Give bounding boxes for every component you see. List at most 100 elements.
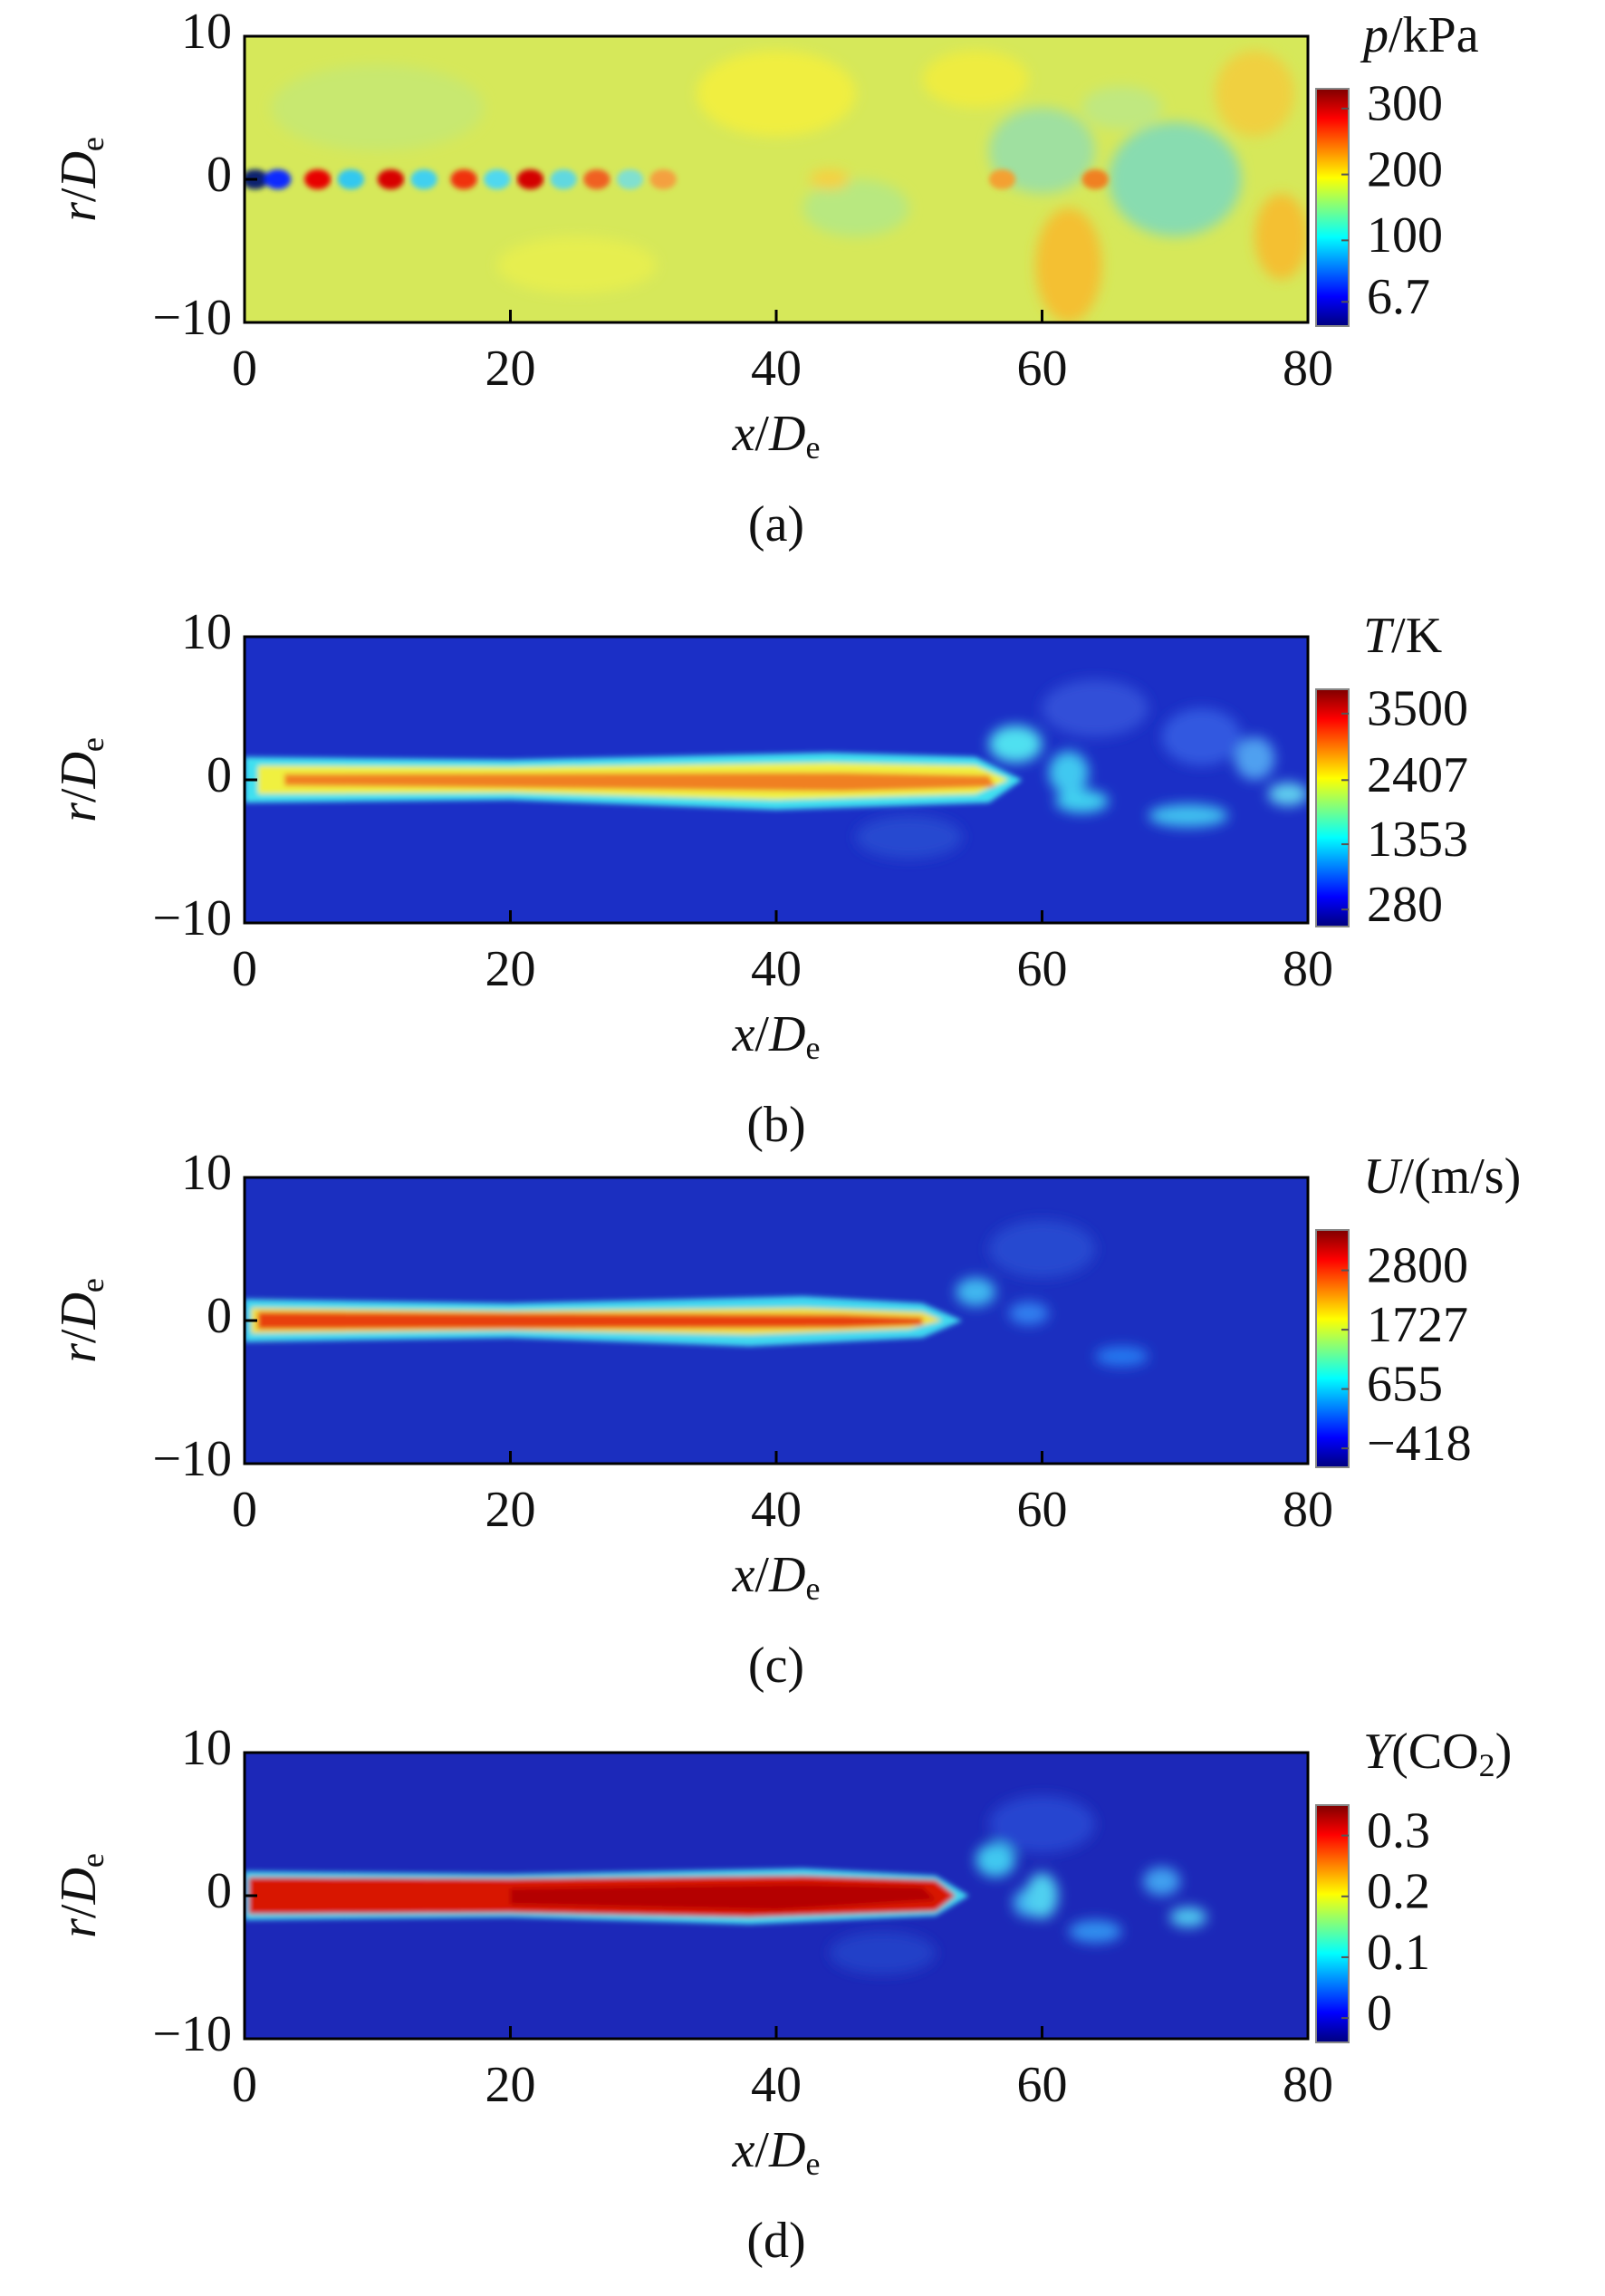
field-blob: [1081, 86, 1162, 130]
colorbar-tick-label: 2800: [1367, 1237, 1468, 1293]
label-part: e: [805, 1571, 820, 1607]
field-blob: [696, 50, 857, 137]
field-blob: [1068, 1919, 1122, 1944]
label-part: D: [51, 1292, 107, 1330]
label-part: r: [51, 1343, 107, 1363]
jet-cell: [616, 168, 644, 190]
label-part: D: [768, 1006, 805, 1062]
x-tick-label: 20: [485, 1482, 536, 1538]
jet-cell: [337, 168, 365, 190]
colorbar-tick-label: 200: [1367, 141, 1443, 197]
jet-layer: [284, 773, 996, 792]
x-axis-title: x/De: [732, 1006, 821, 1066]
x-axis-title: x/De: [732, 406, 821, 466]
x-tick-label: 0: [232, 2057, 257, 2113]
x-tick-label: 60: [1017, 2057, 1068, 2113]
colorbar-tick-label: 3500: [1367, 681, 1468, 737]
label-part: U: [1363, 1148, 1403, 1205]
colorbar-tick-label: 0.1: [1367, 1925, 1430, 1981]
y-tick-label: 0: [207, 747, 232, 803]
jet-cell: [304, 168, 332, 190]
colorbar-tick-label: 100: [1367, 207, 1443, 264]
label-part: D: [51, 151, 107, 188]
y-axis-title: r/De: [51, 1278, 111, 1363]
panel: 0 20 40 60 80−10010x/Der/De(d)0.30.20.10Y(CO…: [51, 1720, 1512, 2269]
field-blob: [1048, 751, 1089, 794]
panel: 0 20 40 60 80−10010x/Der/De(a)3002001006.7p/…: [51, 4, 1479, 552]
label-part: x: [732, 2122, 755, 2178]
colorbar-tick-label: 0.3: [1367, 1802, 1430, 1859]
label-part: /K: [1391, 608, 1442, 664]
label-part: e: [74, 1278, 111, 1292]
colorbar-tick-label: 300: [1367, 76, 1443, 132]
field-blob: [1025, 1872, 1059, 1919]
label-part: r: [51, 202, 107, 222]
y-tick-label: −10: [152, 1431, 232, 1487]
label-part: (CO: [1391, 1724, 1478, 1780]
label-part: /kPa: [1389, 7, 1479, 63]
x-tick-label: 60: [1017, 941, 1068, 997]
jet-cell: [583, 168, 610, 190]
jet-layer: [510, 1884, 937, 1910]
field-blob: [1215, 50, 1295, 137]
field-blob: [829, 1931, 937, 1974]
colorbar-title: T/K: [1363, 608, 1442, 664]
field-features: [829, 1795, 1207, 1974]
panel-caption: (d): [746, 2213, 805, 2269]
field-blob: [988, 1220, 1096, 1278]
x-tick-label: 40: [751, 2057, 802, 2113]
field: [245, 1753, 1308, 2039]
field: [245, 36, 1308, 322]
x-tick-label: 0: [232, 341, 257, 397]
jet-layer: [257, 1311, 923, 1330]
field-features: [271, 50, 1308, 322]
colorbar-tick-label: 0.2: [1367, 1864, 1430, 1920]
label-part: r: [51, 802, 107, 822]
field-blob: [975, 1842, 1016, 1878]
colorbar: [1315, 688, 1350, 927]
field: [245, 1177, 1308, 1464]
colorbar-title: p/kPa: [1360, 7, 1479, 63]
field-blob: [1042, 679, 1148, 737]
colorbar-tick-label: −418: [1367, 1416, 1472, 1472]
label-part: x: [732, 406, 755, 462]
label-part: /: [51, 788, 107, 802]
field-blob: [1169, 1907, 1207, 1927]
y-tick-label: 10: [181, 1145, 232, 1201]
y-tick-label: −10: [152, 2006, 232, 2062]
colorbar: [1315, 1229, 1350, 1468]
label-part: /: [51, 1904, 107, 1918]
colorbar-tick-label: 0: [1367, 1985, 1392, 2041]
field: [245, 637, 1308, 923]
x-tick-label: 40: [751, 941, 802, 997]
y-tick-label: 10: [181, 4, 232, 60]
y-tick-label: −10: [152, 290, 232, 346]
label-part: x: [732, 1006, 755, 1062]
y-axis-title: r/De: [51, 137, 111, 222]
y-tick-label: 0: [207, 1863, 232, 1919]
label-part: /(m/s): [1399, 1148, 1521, 1205]
x-tick-label: 20: [485, 2057, 536, 2113]
label-part: /: [754, 1006, 769, 1062]
label-part: p: [1360, 7, 1389, 63]
label-part: /: [754, 1547, 769, 1603]
y-tick-label: 0: [207, 1288, 232, 1344]
x-tick-label: 80: [1283, 2057, 1333, 2113]
jet-cell: [484, 168, 511, 190]
x-tick-label: 0: [232, 1482, 257, 1538]
field-blob: [922, 50, 1029, 108]
label-part: /: [754, 406, 769, 462]
label-part: 2: [1479, 1747, 1495, 1783]
field-blob: [988, 725, 1043, 764]
x-tick-label: 40: [751, 1482, 802, 1538]
field-blob: [988, 107, 1096, 194]
label-part: x: [732, 1547, 755, 1603]
x-tick-label: 60: [1017, 1482, 1068, 1538]
field-blob: [1161, 708, 1242, 766]
colorbar-title: U/(m/s): [1363, 1148, 1521, 1205]
colorbar-tick-label: 655: [1367, 1356, 1443, 1412]
field-blob: [1267, 783, 1308, 806]
panel: 0 20 40 60 80−10010x/Der/De(b)35002407135328…: [51, 604, 1468, 1153]
field-blob: [1148, 803, 1228, 828]
